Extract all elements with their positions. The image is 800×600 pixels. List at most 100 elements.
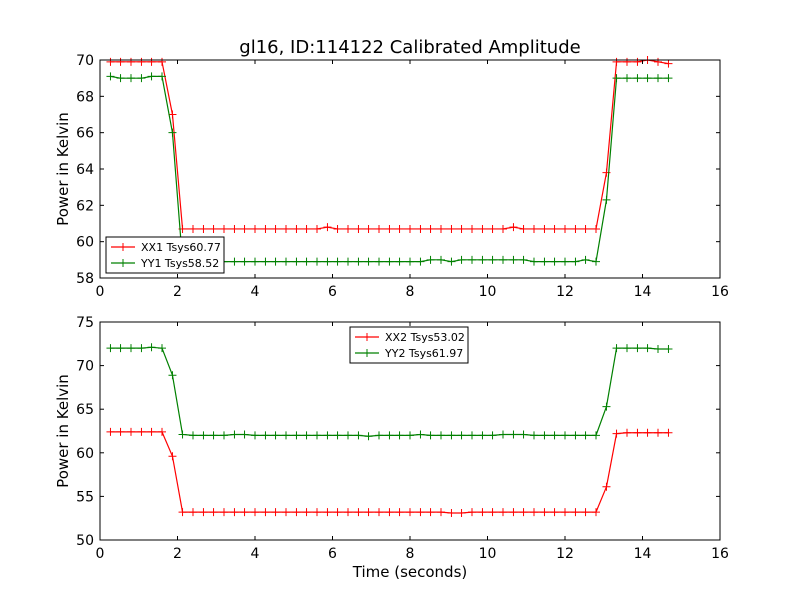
- data-point: [643, 344, 652, 353]
- data-point: [592, 224, 600, 233]
- data-point: [323, 431, 332, 440]
- data-point: [664, 345, 673, 354]
- data-point: [189, 224, 197, 233]
- data-point: [147, 72, 156, 81]
- data-point: [344, 508, 352, 517]
- x-tick-label: 14: [634, 284, 652, 300]
- data-point: [633, 344, 642, 353]
- data-point: [664, 74, 673, 83]
- y-tick-label: 70: [76, 53, 94, 69]
- x-tick-label: 16: [711, 284, 729, 300]
- data-point: [499, 508, 507, 517]
- data-point: [220, 431, 228, 440]
- data-point: [199, 224, 208, 233]
- data-point: [189, 431, 197, 440]
- data-point: [612, 57, 621, 66]
- data-point: [375, 431, 383, 440]
- data-point: [654, 57, 662, 66]
- legend-marker: [363, 333, 371, 341]
- data-point: [199, 431, 208, 440]
- data-point: [230, 430, 239, 439]
- data-point: [261, 508, 270, 517]
- x-tick-label: 14: [634, 546, 652, 562]
- data-point: [416, 224, 425, 233]
- data-point: [127, 344, 135, 353]
- data-point: [447, 257, 456, 266]
- data-point: [530, 431, 538, 440]
- data-point: [271, 431, 280, 440]
- data-point: [354, 508, 363, 517]
- data-point: [344, 257, 352, 266]
- data-point: [581, 431, 590, 440]
- data-point: [199, 508, 208, 517]
- y-tick-label: 64: [76, 162, 94, 178]
- data-point: [395, 508, 404, 517]
- data-point: [437, 508, 445, 517]
- data-point: [468, 255, 476, 264]
- data-point: [220, 508, 228, 517]
- data-point: [282, 431, 290, 440]
- x-tick-label: 16: [711, 546, 729, 562]
- data-point: [323, 223, 332, 232]
- data-point: [437, 431, 445, 440]
- data-point: [147, 57, 156, 66]
- data-point: [292, 257, 301, 266]
- data-point: [550, 224, 559, 233]
- data-point: [488, 255, 497, 264]
- data-point: [209, 508, 218, 517]
- data-point: [571, 508, 580, 517]
- data-point: [530, 257, 538, 266]
- legend-box: [105, 236, 225, 274]
- y-tick-label: 50: [76, 533, 94, 549]
- data-point: [602, 482, 611, 491]
- data-point: [240, 224, 249, 233]
- data-point: [612, 429, 621, 438]
- data-point: [106, 344, 115, 353]
- data-point: [116, 427, 125, 436]
- data-point: [178, 430, 187, 439]
- data-point: [168, 371, 177, 380]
- data-point: [344, 224, 352, 233]
- data-point: [478, 508, 487, 517]
- data-point: [468, 508, 476, 517]
- data-point: [137, 57, 146, 66]
- data-point: [561, 257, 569, 266]
- data-point: [478, 255, 487, 264]
- data-point: [426, 431, 435, 440]
- data-point: [158, 427, 166, 436]
- data-point: [282, 257, 290, 266]
- data-point: [406, 431, 414, 440]
- data-point: [116, 74, 125, 83]
- data-point: [602, 195, 611, 204]
- data-point: [271, 257, 280, 266]
- data-point: [488, 508, 497, 517]
- legend-label: YY1 Tsys58.52: [140, 257, 219, 270]
- data-point: [519, 508, 528, 517]
- data-point: [261, 224, 270, 233]
- data-point: [137, 74, 146, 83]
- data-point: [447, 431, 456, 440]
- data-point: [313, 431, 321, 440]
- data-point: [158, 344, 166, 353]
- data-point: [395, 257, 404, 266]
- data-point: [550, 257, 559, 266]
- x-tick-label: 0: [96, 546, 105, 562]
- legend-label: XX2 Tsys53.02: [385, 331, 465, 344]
- y-tick-label: 68: [76, 89, 94, 105]
- data-point: [251, 257, 259, 266]
- data-point: [106, 57, 115, 66]
- data-point: [127, 74, 135, 83]
- x-tick-label: 12: [556, 284, 574, 300]
- data-point: [375, 508, 383, 517]
- data-point: [127, 57, 135, 66]
- legend-box: [349, 326, 469, 364]
- data-point: [478, 224, 487, 233]
- data-point: [643, 428, 652, 437]
- data-point: [437, 224, 445, 233]
- y-tick-label: 62: [76, 198, 94, 214]
- data-point: [313, 257, 321, 266]
- legend: XX2 Tsys53.02 YY2 Tsys61.97: [349, 326, 469, 364]
- y-tick-label: 70: [76, 359, 94, 375]
